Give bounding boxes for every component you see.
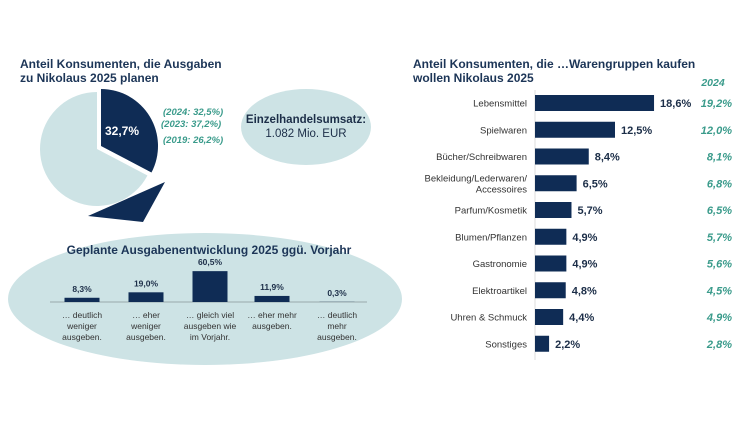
pie-title: Anteil Konsumenten, die Ausgaben — [20, 57, 222, 71]
goods-category-label: Spielwaren — [480, 125, 527, 136]
goods-value-label: 4,8% — [572, 285, 597, 297]
revenue-ellipse — [241, 89, 371, 165]
goods-bar — [535, 335, 550, 352]
goods-2024-value: 4,9% — [706, 312, 732, 324]
development-category-label: ausgeben. — [252, 321, 292, 331]
pointer-triangle — [88, 182, 165, 222]
development-category-label: weniger — [130, 321, 161, 331]
development-category-label: … deutlich — [317, 310, 357, 320]
goods-2024-value: 5,7% — [707, 232, 732, 244]
pie-slice-planned — [101, 89, 159, 173]
goods-bar — [535, 202, 572, 218]
goods-category-label: Uhren & Schmuck — [450, 313, 527, 324]
goods-category-label: Lebensmittel — [473, 99, 527, 110]
development-title: Geplante Ausgabenentwicklung 2025 ggü. V… — [67, 243, 352, 257]
goods-2024-value: 4,5% — [706, 285, 732, 297]
development-category-label: ausgeben. — [317, 332, 357, 342]
development-category-label: … gleich viel — [186, 310, 234, 320]
goods-category-label: Blumen/Pflanzen — [455, 232, 527, 243]
goods-bar — [535, 228, 567, 245]
goods-title: wollen Nikolaus 2025 — [412, 71, 534, 85]
goods-bar — [535, 255, 567, 272]
goods-bar — [535, 148, 589, 165]
goods-category-label: Gastronomie — [473, 259, 527, 270]
development-value-label: 11,9% — [260, 282, 284, 292]
goods-2024-value: 6,8% — [707, 178, 732, 190]
goods-category-label: Sonstiges — [485, 339, 527, 350]
goods-value-label: 4,9% — [572, 259, 597, 271]
goods-category-label: Parfum/Kosmetik — [455, 206, 528, 217]
goods-bar — [535, 175, 577, 192]
pie-value-label: 32,7% — [105, 124, 139, 138]
goods-title: Anteil Konsumenten, die …Warengruppen ka… — [413, 57, 695, 71]
goods-2024-header: 2024 — [700, 77, 725, 89]
development-bar — [254, 295, 290, 302]
revenue-title: Einzelhandelsumsatz: — [246, 114, 366, 126]
goods-value-label: 18,6% — [660, 98, 691, 110]
development-category-label: ausgeben. — [126, 332, 166, 342]
goods-value-label: 5,7% — [577, 205, 602, 217]
goods-bar — [535, 121, 615, 138]
development-value-label: 0,3% — [327, 288, 347, 298]
goods-category-label: Bücher/Schreibwaren — [436, 152, 527, 163]
goods-bar — [535, 95, 655, 111]
goods-value-label: 4,4% — [569, 312, 594, 324]
pie-comparison: (2019: 26,2%) — [163, 135, 223, 146]
goods-value-label: 2,2% — [555, 339, 580, 351]
development-category-label: … eher — [132, 310, 160, 320]
goods-category-label: Accessoires — [476, 184, 527, 195]
goods-value-label: 8,4% — [595, 152, 620, 164]
development-category-label: … deutlich — [62, 310, 102, 320]
goods-2024-value: 19,2% — [701, 98, 732, 110]
development-category-label: weniger — [66, 321, 97, 331]
goods-2024-value: 6,5% — [707, 205, 732, 217]
goods-2024-value: 12,0% — [701, 125, 732, 137]
pie-comparison: (2023: 37,2%) — [161, 119, 221, 130]
development-category-label: im Vorjahr. — [190, 332, 230, 342]
goods-2024-value: 2,8% — [706, 339, 732, 351]
development-category-label: mehr — [327, 321, 347, 331]
development-category-label: ausgeben wie — [184, 321, 237, 331]
goods-category-label: Bekleidung/Lederwaren/ — [425, 173, 528, 184]
goods-value-label: 6,5% — [583, 178, 608, 190]
revenue-value: 1.082 Mio. EUR — [265, 128, 346, 140]
goods-value-label: 4,9% — [572, 232, 597, 244]
pie-comparison: (2024: 32,5%) — [163, 107, 223, 118]
pie-slice-rest — [40, 92, 148, 206]
development-category-label: ausgeben. — [62, 332, 102, 342]
goods-category-label: Elektroartikel — [472, 286, 527, 297]
goods-bar — [535, 309, 564, 325]
development-value-label: 8,3% — [72, 284, 92, 294]
development-bar — [128, 292, 164, 302]
development-value-label: 60,5% — [198, 257, 223, 267]
pie-title: zu Nikolaus 2025 planen — [20, 71, 159, 85]
development-bar — [64, 297, 100, 302]
goods-value-label: 12,5% — [621, 125, 652, 137]
development-value-label: 19,0% — [134, 278, 159, 288]
development-category-label: … eher mehr — [247, 310, 297, 320]
goods-bar — [535, 282, 566, 299]
goods-2024-value: 8,1% — [707, 152, 732, 164]
goods-2024-value: 5,6% — [707, 259, 732, 271]
development-bar — [192, 271, 228, 302]
